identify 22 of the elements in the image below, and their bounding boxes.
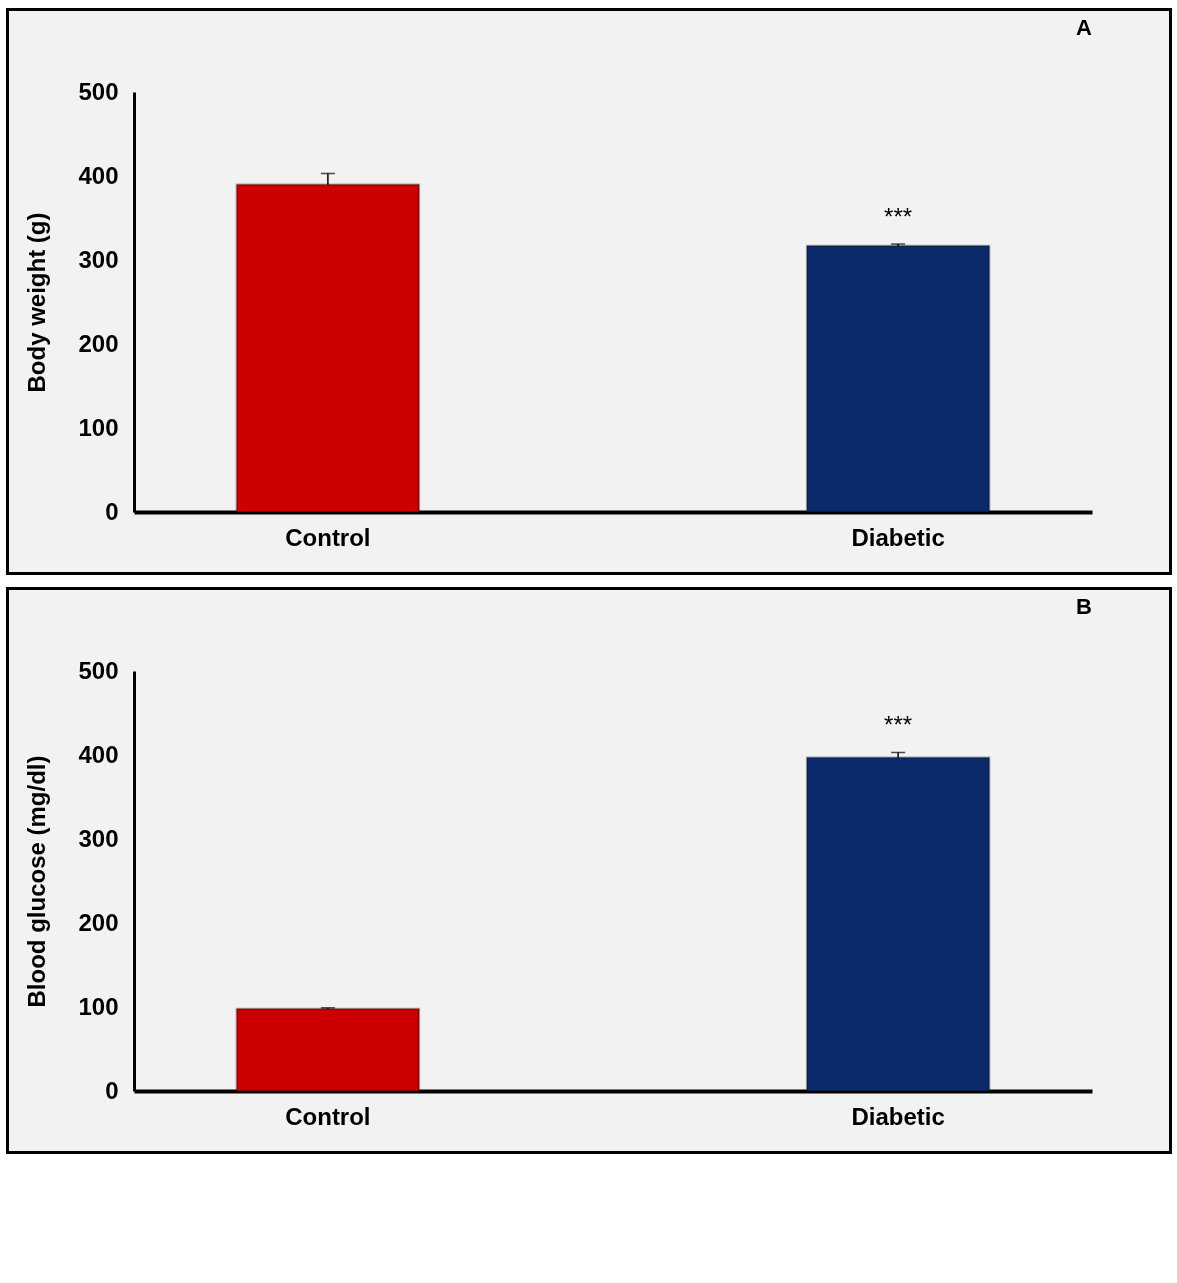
y-tick-label: 200 (78, 329, 119, 357)
annotation: *** (884, 711, 913, 739)
x-tick-label: Diabetic (851, 1102, 945, 1130)
y-tick-label: 300 (78, 824, 119, 852)
y-tick-label: 200 (78, 908, 119, 936)
annotation: *** (884, 203, 913, 231)
y-tick-label: 400 (78, 740, 119, 768)
y-tick-label: 500 (78, 656, 119, 684)
y-tick-label: 300 (78, 245, 119, 273)
x-tick-label: Control (285, 523, 371, 551)
chart-title: B (1076, 594, 1092, 619)
y-tick-label: 100 (78, 413, 119, 441)
y-tick-label: 100 (78, 992, 119, 1020)
y-tick-label: 0 (105, 1076, 119, 1104)
x-tick-label: Diabetic (851, 523, 945, 551)
y-tick-label: 400 (78, 161, 119, 189)
x-tick-label: Control (285, 1102, 371, 1130)
y-tick-label: 0 (105, 497, 119, 525)
y-axis-title: Body weight (g) (23, 212, 51, 393)
y-tick-label: 500 (78, 77, 119, 105)
y-axis-title: Blood glucose (mg/dl) (23, 755, 51, 1008)
chart-title: A (1076, 15, 1093, 40)
